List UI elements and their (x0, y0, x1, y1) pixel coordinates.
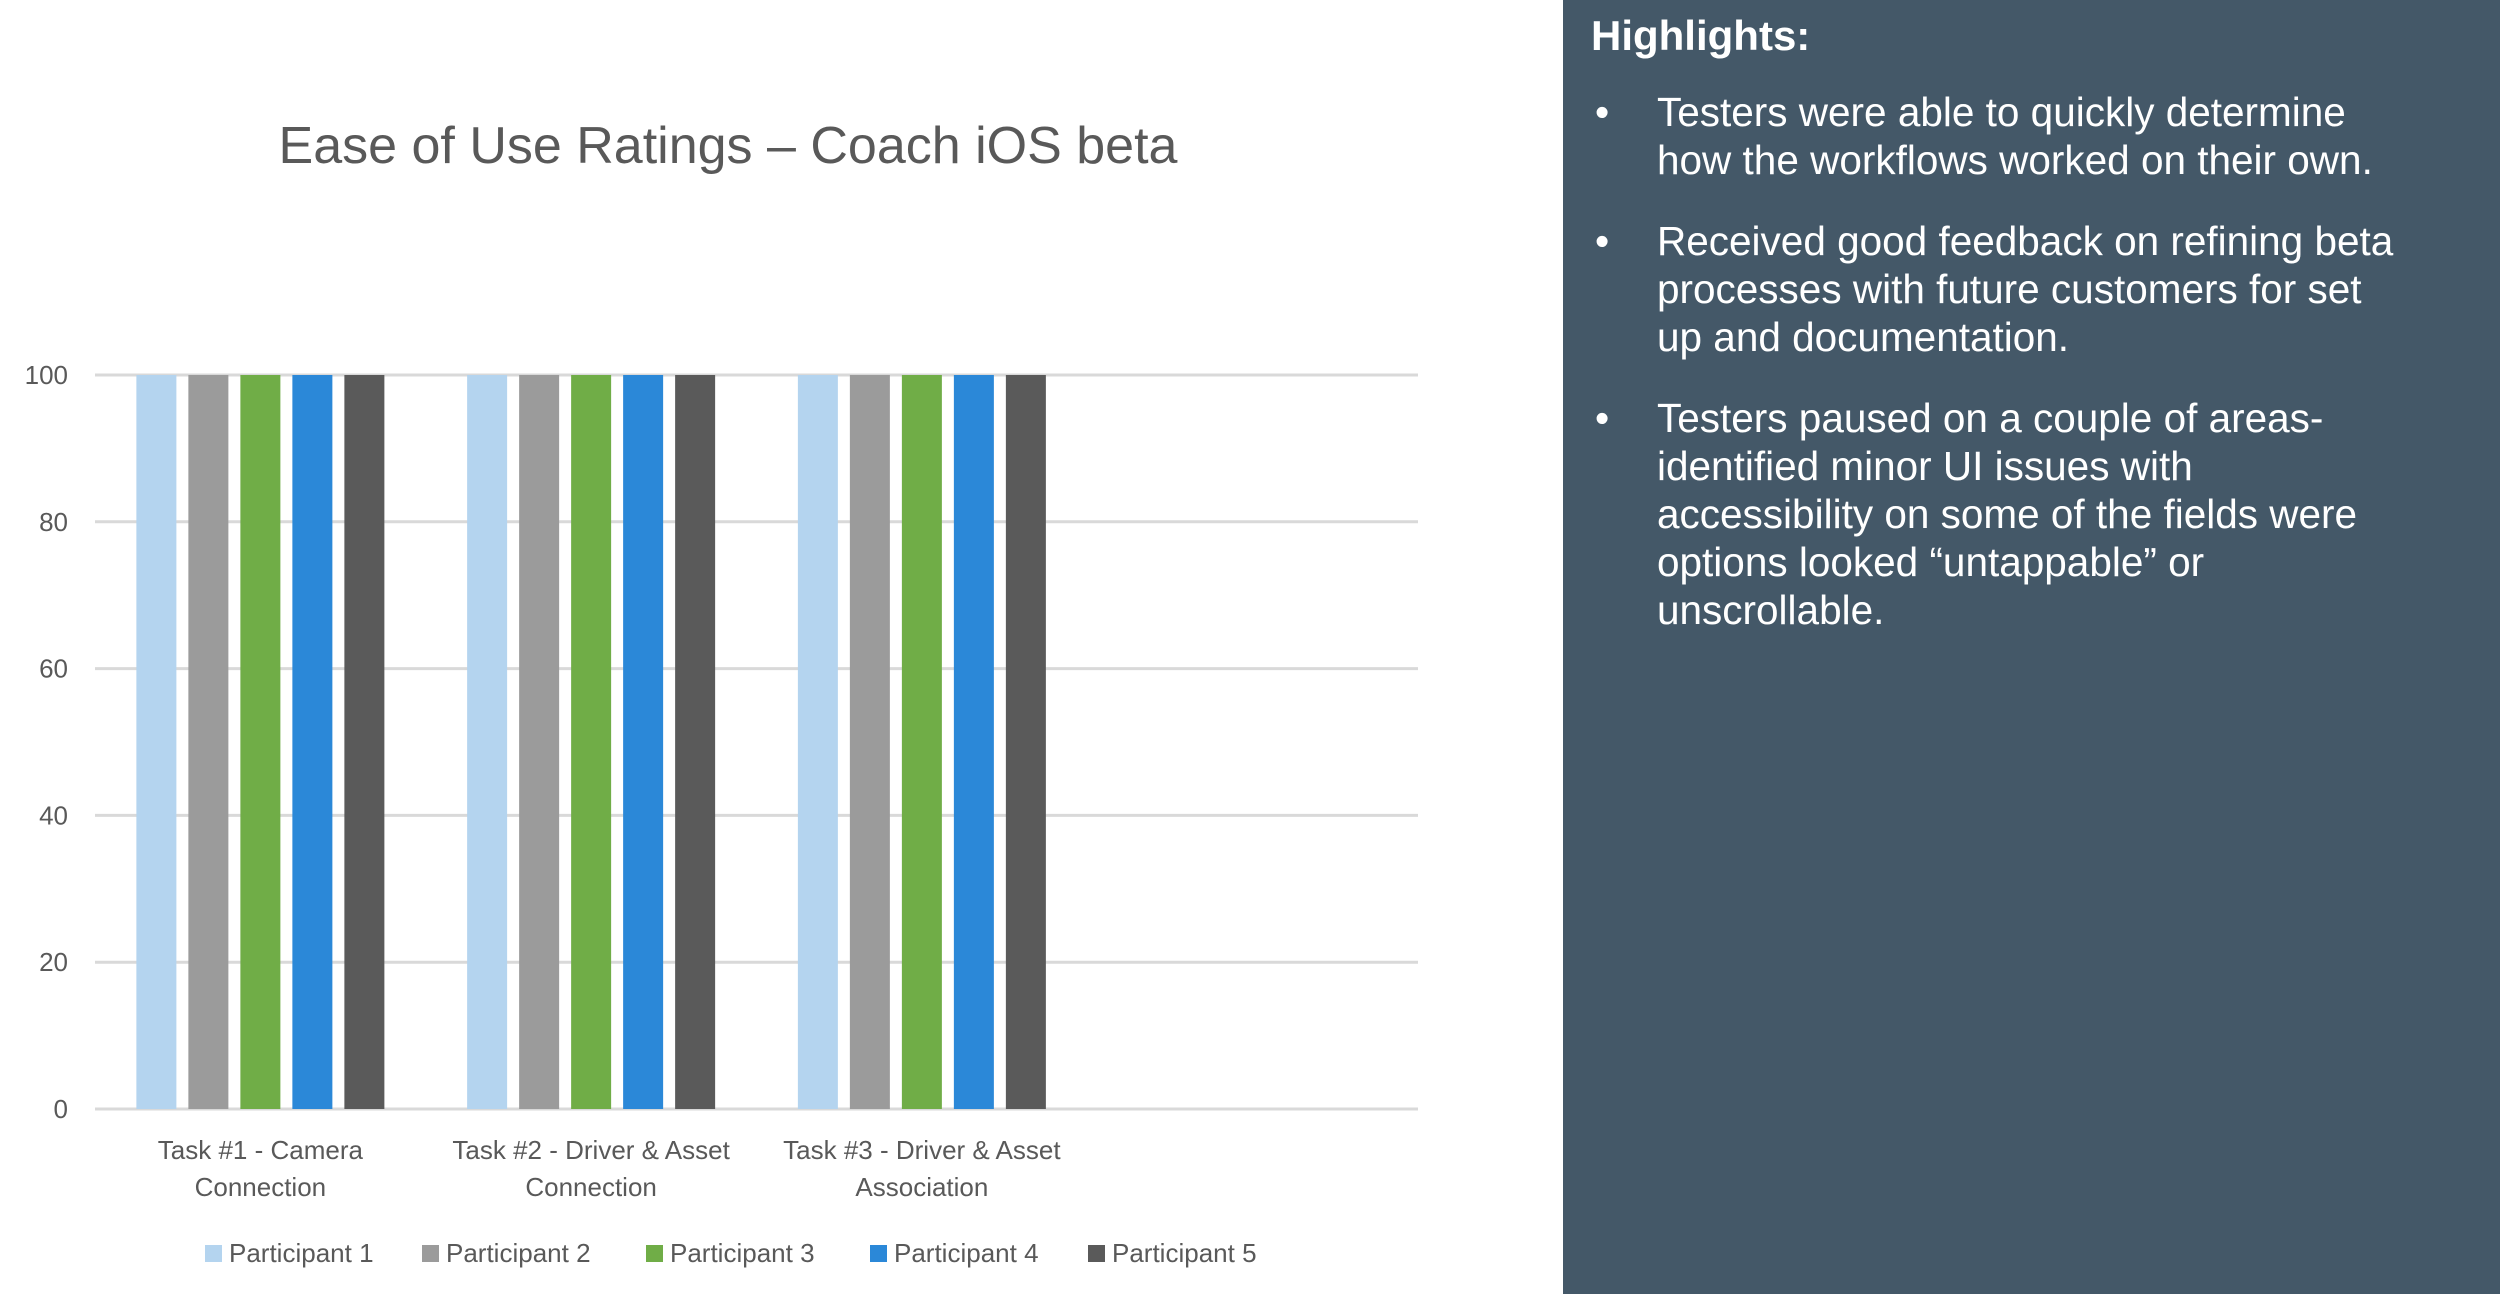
bar (675, 375, 716, 1109)
y-tick-label: 40 (39, 800, 68, 830)
highlight-text-line: identified minor UI issues with (1657, 443, 2193, 489)
highlight-text-line: Testers paused on a couple of areas- (1657, 395, 2324, 441)
chart-area: Ease of Use Ratings – Coach iOS beta 0 20 4… (24, 117, 1418, 1268)
y-tick-label: 80 (39, 507, 68, 537)
legend-label: Participant 5 (1112, 1238, 1257, 1268)
bullet-icon: • (1595, 218, 1610, 264)
legend-swatch (205, 1245, 222, 1262)
x-tick-label: Task #2 - Driver & Asset (452, 1135, 730, 1165)
x-tick-label: Task #1 - Camera (158, 1135, 364, 1165)
highlight-text-line: up and documentation. (1657, 314, 2070, 360)
y-tick-label: 20 (39, 947, 68, 977)
bar (136, 375, 177, 1109)
y-tick-label: 100 (25, 360, 68, 390)
legend-swatch (870, 1245, 887, 1262)
legend-label: Participant 4 (894, 1238, 1039, 1268)
bullet-icon: • (1595, 89, 1610, 135)
bar (623, 375, 664, 1109)
bar (188, 375, 229, 1109)
legend-swatch (422, 1245, 439, 1262)
x-tick-label: Connection (195, 1172, 327, 1202)
x-tick-label: Task #3 - Driver & Asset (783, 1135, 1061, 1165)
bar (901, 375, 942, 1109)
x-tick-label: Association (855, 1172, 988, 1202)
y-tick-label: 0 (54, 1094, 68, 1124)
y-tick-label: 60 (39, 654, 68, 684)
legend-label: Participant 1 (229, 1238, 374, 1268)
bar (1005, 375, 1046, 1109)
bar (240, 375, 281, 1109)
legend-swatch (1088, 1245, 1105, 1262)
highlights-list: • Testers were able to quickly determine h… (1591, 88, 2470, 634)
bullet-icon: • (1595, 395, 1610, 441)
chart-title: Ease of Use Ratings – Coach iOS beta (279, 117, 1178, 175)
legend-label: Participant 2 (446, 1238, 591, 1268)
highlight-text-line: how the workflows worked on their own. (1657, 137, 2373, 183)
highlight-text-line: unscrollable. (1657, 587, 1885, 633)
highlight-text-line: accessibility on some of the fields were (1657, 491, 2358, 537)
bar (467, 375, 508, 1109)
highlights-title: Highlights: (1591, 12, 1811, 59)
bar (571, 375, 612, 1109)
highlight-text-line: options looked “untappable” or (1657, 539, 2205, 585)
highlight-text-line: Received good feedback on refining beta (1657, 218, 2394, 264)
highlights-panel: Highlights: • Testers were able to quickl… (1563, 0, 2500, 1294)
bar (344, 375, 385, 1109)
x-tick-label: Connection (525, 1172, 657, 1202)
legend-swatch (646, 1245, 663, 1262)
bar (953, 375, 994, 1109)
highlight-text-line: Testers were able to quickly determine (1657, 89, 2346, 135)
highlight-item: • Received good feedback on refining beta… (1591, 217, 2470, 361)
highlight-item: • Testers paused on a couple of areas-ide… (1591, 394, 2470, 634)
legend-label: Participant 3 (670, 1238, 815, 1268)
bar (797, 375, 838, 1109)
bar-chart: Ease of Use Ratings – Coach iOS beta 0 20 4… (25, 117, 1418, 1268)
bar (292, 375, 333, 1109)
highlight-text-line: processes with future customers for set (1657, 266, 2362, 312)
highlight-item: • Testers were able to quickly determine h… (1591, 88, 2470, 184)
bar (519, 375, 560, 1109)
bar (849, 375, 890, 1109)
